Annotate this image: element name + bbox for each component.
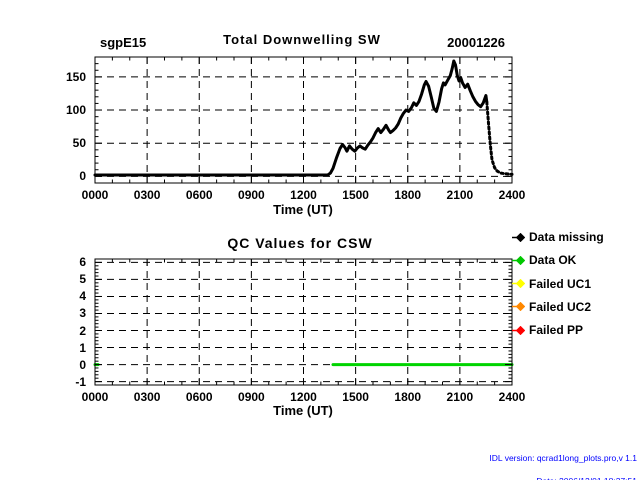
legend-item: Failed UC1: [512, 276, 591, 292]
y-tick-label: 150: [65, 69, 86, 84]
legend-marker-icon: [512, 279, 525, 289]
date-label: 20001226: [447, 35, 505, 50]
x-tick-label: 2100: [446, 188, 474, 202]
x-tick-label: 0300: [133, 390, 161, 404]
x-tick-label: 1200: [290, 188, 317, 202]
legend-marker-icon: [512, 255, 525, 265]
x-tick-label: 0000: [81, 188, 109, 202]
legend-item: Failed UC2: [512, 299, 591, 315]
legend-label: Failed UC1: [529, 276, 592, 291]
x-tick-label: 0600: [185, 188, 213, 202]
y-tick-label: 100: [65, 103, 86, 118]
x-tick-label: 0900: [238, 390, 265, 404]
x-tick-label: 2400: [498, 390, 526, 404]
y-tick-label: 50: [72, 136, 86, 151]
chart-0: [93, 56, 514, 184]
legend-label: Data missing: [529, 230, 604, 244]
legend-marker-icon: [512, 302, 525, 312]
x-tick-label: 1800: [394, 188, 422, 202]
x-tick-label: 1500: [342, 188, 369, 202]
footer-version-info: IDL version: qcrad1long_plots.pro,v 1.1 …: [357, 440, 637, 480]
idl-date-line: Date: 2006/12/01 18:37:51: [357, 477, 637, 480]
legend-marker-icon: [512, 232, 525, 242]
y-tick-label: 5: [79, 272, 86, 287]
x-tick-label: 0600: [185, 390, 213, 404]
x-tick-label: 0900: [238, 188, 265, 202]
y-tick-label: 6: [79, 255, 86, 270]
x-tick-label: 0000: [81, 390, 109, 404]
top-x-axis-caption: Time (UT): [273, 202, 333, 217]
x-tick-label: 1200: [290, 390, 317, 404]
x-tick-label: 2400: [498, 188, 526, 202]
top-chart-title: Total Downwelling SW: [223, 32, 381, 47]
legend-label: Failed PP: [529, 323, 584, 338]
y-tick-label: 3: [79, 306, 86, 321]
chart-1: [93, 258, 514, 386]
legend-item: Failed PP: [512, 322, 583, 338]
bottom-x-axis-caption: Time (UT): [273, 403, 333, 418]
y-tick-label: -1: [75, 374, 86, 389]
y-tick-label: 2: [79, 323, 86, 338]
x-tick-label: 1800: [394, 390, 422, 404]
idl-version-line: IDL version: qcrad1long_plots.pro,v 1.1: [489, 453, 637, 464]
x-tick-label: 2100: [446, 390, 474, 404]
footer-left: Sat Dec 9 06:24:17 2006 Battelle Pacific…: [7, 443, 308, 480]
y-tick-label: 4: [79, 289, 86, 304]
y-tick-label: 0: [79, 357, 86, 372]
station-label: sgpE15: [100, 35, 147, 50]
y-tick-label: 0: [79, 169, 86, 184]
legend-label: Data OK: [529, 253, 577, 268]
legend-item: Data OK: [512, 252, 576, 268]
legend-item: Data missing: [512, 229, 604, 245]
y-tick-label: 1: [79, 340, 86, 355]
total-downwelling-sw-tail-line: [485, 100, 514, 176]
x-tick-label: 1500: [342, 390, 369, 404]
legend-label: Failed UC2: [529, 299, 592, 314]
bottom-chart-title: QC Values for CSW: [227, 235, 373, 251]
total-downwelling-sw-line: [93, 59, 489, 177]
legend-marker-icon: [512, 325, 525, 335]
x-tick-label: 0300: [133, 188, 161, 202]
